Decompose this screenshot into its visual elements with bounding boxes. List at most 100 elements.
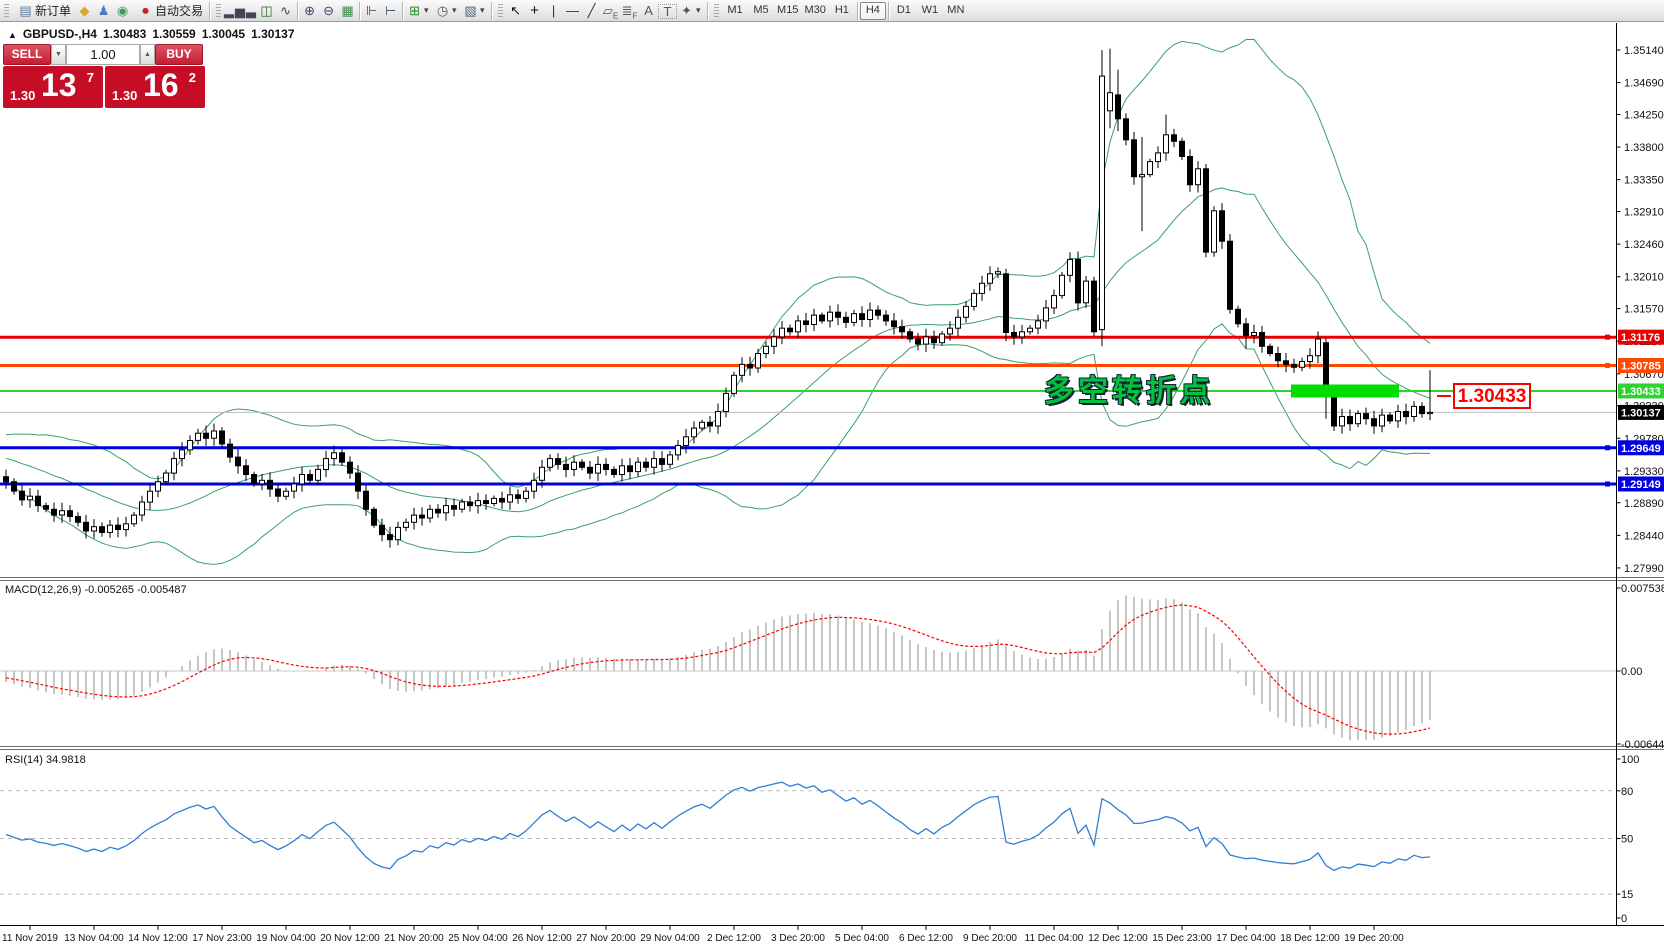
toolbar-drag-handle[interactable] — [4, 3, 9, 18]
candle-bear — [83, 521, 89, 532]
period-caret[interactable]: ▾ — [452, 5, 457, 15]
candle-bear — [227, 443, 233, 458]
sell-button[interactable]: SELL — [3, 44, 51, 65]
candle-bear — [203, 432, 209, 439]
auto-trading-button[interactable]: ⏺ 自动交易 — [132, 1, 207, 21]
time-axis-label: 9 Dec 20:00 — [963, 933, 1017, 944]
timeframe-button-m1[interactable]: M1 — [727, 3, 743, 16]
new-chart-icon[interactable]: ⊞ — [409, 2, 420, 18]
new-chart-caret[interactable]: ▾ — [424, 5, 429, 15]
toolbar-separator — [209, 1, 211, 20]
sell-price-button[interactable]: 1.30 13 7 — [3, 66, 103, 108]
price-callout-tick — [1437, 395, 1451, 397]
time-axis-label: 5 Dec 04:00 — [835, 933, 889, 944]
highlight-rectangle[interactable] — [1291, 384, 1399, 398]
candle-bull — [259, 479, 265, 485]
candle-bull — [147, 490, 153, 503]
arrows-caret[interactable]: ▾ — [696, 5, 701, 15]
axis-price-label-bg — [1618, 440, 1664, 456]
candle-bear — [1179, 140, 1185, 158]
fibonacci-tool-icon[interactable]: ≣F — [621, 2, 638, 21]
candle-bull — [731, 374, 737, 394]
timeframe-button-m15[interactable]: M15 — [777, 3, 799, 16]
tile-windows-icon[interactable]: ▦ — [341, 2, 354, 18]
toolbar-drag-handle[interactable] — [714, 3, 720, 18]
candle-bull — [963, 305, 969, 318]
toolbar-drag-handle[interactable] — [498, 3, 504, 18]
timeframe-button-mn[interactable]: MN — [947, 3, 965, 16]
trendline-tool-icon[interactable]: ╱ — [587, 2, 596, 18]
candle-bear — [1291, 363, 1297, 368]
arrows-tool-icon[interactable]: ✦ — [681, 2, 692, 18]
candle-bull — [739, 363, 745, 376]
bid-price-prefix: 1.30 — [10, 88, 36, 103]
candle-bear — [603, 463, 609, 470]
candle-bull — [939, 333, 945, 344]
zoom-in-icon[interactable]: ⊕ — [304, 2, 315, 18]
market-watch-icon[interactable]: ◆ — [79, 2, 90, 18]
timeframe-button-m5[interactable]: M5 — [753, 3, 769, 16]
candle-bull — [979, 282, 985, 294]
candle-bull — [1155, 152, 1161, 163]
bar-chart-icon[interactable]: ▂▅▃ — [224, 2, 258, 18]
auto-scroll-icon[interactable]: ⊩ — [365, 2, 378, 18]
candle-bull — [59, 510, 65, 516]
new-order-icon: ▤ — [19, 2, 32, 18]
buy-button[interactable]: BUY — [155, 44, 203, 65]
candle-bull — [699, 421, 705, 429]
signals-icon[interactable]: ◉ — [116, 2, 129, 18]
macd-value: -0.005265 — [84, 584, 135, 596]
chart-shift-icon[interactable]: ⊢ — [384, 2, 397, 18]
line-chart-icon[interactable]: ∿ — [280, 2, 291, 18]
ohlc-collapse-icon[interactable]: ▲ — [8, 30, 17, 40]
candle-bull — [851, 313, 857, 323]
volume-input[interactable] — [66, 44, 140, 65]
hline-handle[interactable] — [1605, 362, 1610, 368]
indicators-caret[interactable]: ▾ — [480, 5, 485, 15]
price-pane — [0, 38, 1616, 565]
horizontal-line-objects[interactable] — [0, 334, 1616, 487]
hline-handle[interactable] — [1605, 445, 1610, 451]
timeframe-button-h4[interactable]: H4 — [859, 1, 886, 20]
candle-bull — [571, 461, 577, 470]
period-clock-icon[interactable]: ◷ — [436, 2, 449, 18]
hline-handle[interactable] — [1605, 481, 1610, 487]
candle-bull — [171, 458, 177, 474]
timeframe-button-m30[interactable]: M30 — [804, 3, 826, 16]
community-icon[interactable]: ♟ — [97, 2, 110, 18]
new-order-button[interactable]: ▤ 新订单 — [12, 1, 75, 21]
rsi-axis-label: 15 — [1621, 889, 1633, 901]
candle-bear — [1419, 405, 1425, 415]
chart-annotation-text[interactable]: 多空转折点 — [1044, 375, 1214, 408]
indicators-icon[interactable]: ▧ — [464, 2, 477, 18]
candle-bear — [339, 452, 345, 463]
crosshair-tool-icon[interactable]: + — [530, 1, 539, 19]
candle-bull — [291, 483, 297, 492]
timeframe-button-h1[interactable]: H1 — [834, 3, 849, 16]
text-tool-icon[interactable]: A — [644, 2, 653, 18]
macd-signal-value: -0.005487 — [137, 584, 187, 596]
buy-price-button[interactable]: 1.30 16 2 — [105, 66, 205, 108]
toolbar-drag-handle[interactable] — [216, 3, 222, 18]
rsi-pane-label: RSI(14) 34.9818 — [5, 754, 86, 766]
candle-bear — [1403, 411, 1409, 418]
candle-bear — [1363, 413, 1369, 420]
candlestick-chart-icon[interactable]: ◫ — [260, 2, 273, 18]
volume-increase-button[interactable]: ▲ — [140, 44, 155, 65]
candle-bull — [187, 440, 193, 451]
candle-bull — [179, 449, 185, 460]
timeframe-button-w1[interactable]: W1 — [921, 3, 939, 16]
horizontal-line-tool-icon[interactable]: — — [566, 2, 580, 18]
cursor-tool-icon[interactable]: ↖ — [510, 2, 521, 18]
price-callout-label[interactable]: 1.30433 — [1453, 383, 1531, 409]
text-label-tool-icon[interactable]: T — [658, 3, 678, 19]
channel-tool-icon[interactable]: ▱E — [602, 2, 619, 21]
candle-bull — [779, 327, 785, 338]
candle-bull — [91, 526, 97, 532]
zoom-out-icon[interactable]: ⊖ — [323, 2, 334, 18]
volume-decrease-button[interactable]: ▼ — [51, 44, 66, 65]
vertical-line-tool-icon[interactable]: | — [551, 2, 556, 18]
hline-handle[interactable] — [1605, 334, 1610, 340]
time-axis-label: 27 Nov 20:00 — [576, 933, 636, 944]
timeframe-button-d1[interactable]: D1 — [896, 3, 911, 16]
